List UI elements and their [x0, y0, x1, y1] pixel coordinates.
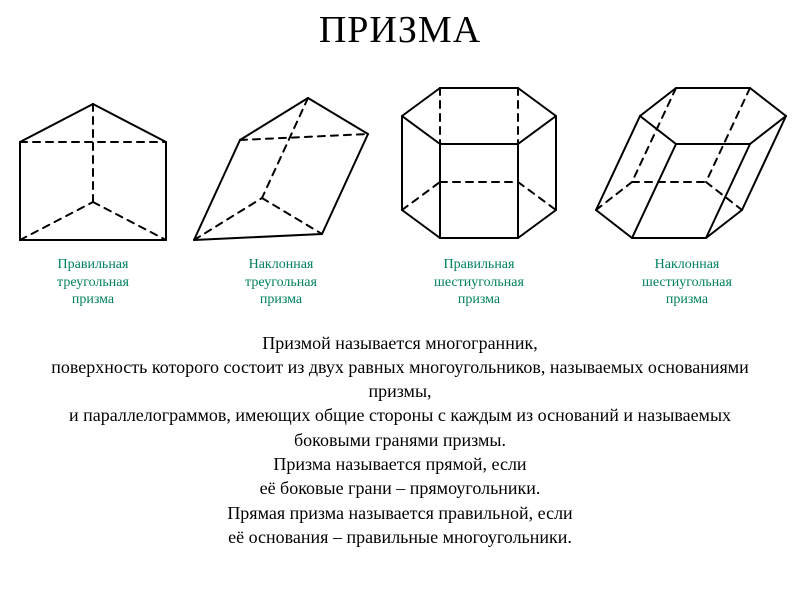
- caption-line: шестиугольная: [434, 275, 524, 290]
- caption-line: призма: [260, 292, 302, 307]
- definition-line: Призма называется прямой, если: [30, 452, 770, 476]
- caption-line: треугольная: [245, 275, 317, 290]
- caption-line: призма: [666, 292, 708, 307]
- definition-block: Призмой называется многогранник, поверхн…: [0, 331, 800, 550]
- caption-line: Правильная: [58, 257, 129, 272]
- caption-line: Правильная: [444, 257, 515, 272]
- figure-triangular-right: Правильная треугольная призма: [8, 80, 178, 309]
- figure-hex-oblique: Наклонная шестиугольная призма: [582, 60, 792, 309]
- prism-triangular-oblique-svg: [186, 80, 376, 250]
- prism-hex-oblique-svg: [582, 60, 792, 250]
- caption-triangular-oblique: Наклонная треугольная призма: [245, 256, 317, 309]
- definition-line: поверхность которого состоит из двух рав…: [30, 355, 770, 404]
- figure-hex-right: Правильная шестиугольная призма: [384, 60, 574, 309]
- definition-line: и параллелограммов, имеющих общие сторон…: [30, 403, 770, 452]
- definition-line: Прямая призма называется правильной, есл…: [30, 501, 770, 525]
- prism-triangular-right-svg: [8, 80, 178, 250]
- caption-line: призма: [72, 292, 114, 307]
- caption-hex-right: Правильная шестиугольная призма: [434, 256, 524, 309]
- definition-line: Призмой называется многогранник,: [30, 331, 770, 355]
- definition-line: её основания – правильные многоугольники…: [30, 525, 770, 549]
- caption-triangular-right: Правильная треугольная призма: [57, 256, 129, 309]
- figure-triangular-oblique: Наклонная треугольная призма: [186, 80, 376, 309]
- caption-line: треугольная: [57, 275, 129, 290]
- prism-hex-right-svg: [384, 60, 574, 250]
- caption-line: Наклонная: [249, 257, 314, 272]
- figures-row: Правильная треугольная призма Наклонная …: [0, 52, 800, 309]
- caption-line: призма: [458, 292, 500, 307]
- caption-hex-oblique: Наклонная шестиугольная призма: [642, 256, 732, 309]
- page-title: ПРИЗМА: [0, 0, 800, 52]
- caption-line: шестиугольная: [642, 275, 732, 290]
- caption-line: Наклонная: [655, 257, 720, 272]
- definition-line: её боковые грани – прямоугольники.: [30, 476, 770, 500]
